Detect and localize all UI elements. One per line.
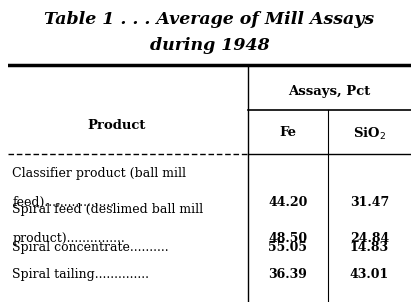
Text: 43.01: 43.01 — [350, 268, 389, 281]
Text: Spiral concentrate..........: Spiral concentrate.......... — [13, 241, 169, 254]
Text: product)...............: product)............... — [13, 232, 125, 245]
Text: 24.84: 24.84 — [350, 232, 389, 245]
Text: Product: Product — [87, 119, 145, 132]
Text: Classifier product (ball mill: Classifier product (ball mill — [13, 167, 186, 180]
Text: SiO$_2$: SiO$_2$ — [353, 126, 386, 142]
Text: 14.83: 14.83 — [350, 241, 389, 254]
Text: Assays, Pct: Assays, Pct — [288, 84, 370, 98]
Text: 44.20: 44.20 — [268, 196, 308, 209]
Text: 36.39: 36.39 — [269, 268, 308, 281]
Text: 55.05: 55.05 — [269, 241, 308, 254]
Text: 48.50: 48.50 — [269, 232, 308, 245]
Text: Fe: Fe — [279, 126, 296, 139]
Text: 31.47: 31.47 — [350, 196, 389, 209]
Text: feed)..................: feed).................. — [13, 196, 114, 209]
Text: Spiral feed (deslimed ball mill: Spiral feed (deslimed ball mill — [13, 203, 204, 216]
Text: Table 1 . . . Average of Mill Assays: Table 1 . . . Average of Mill Assays — [44, 10, 375, 28]
Text: Spiral tailing..............: Spiral tailing.............. — [13, 268, 150, 281]
Text: during 1948: during 1948 — [150, 37, 269, 54]
